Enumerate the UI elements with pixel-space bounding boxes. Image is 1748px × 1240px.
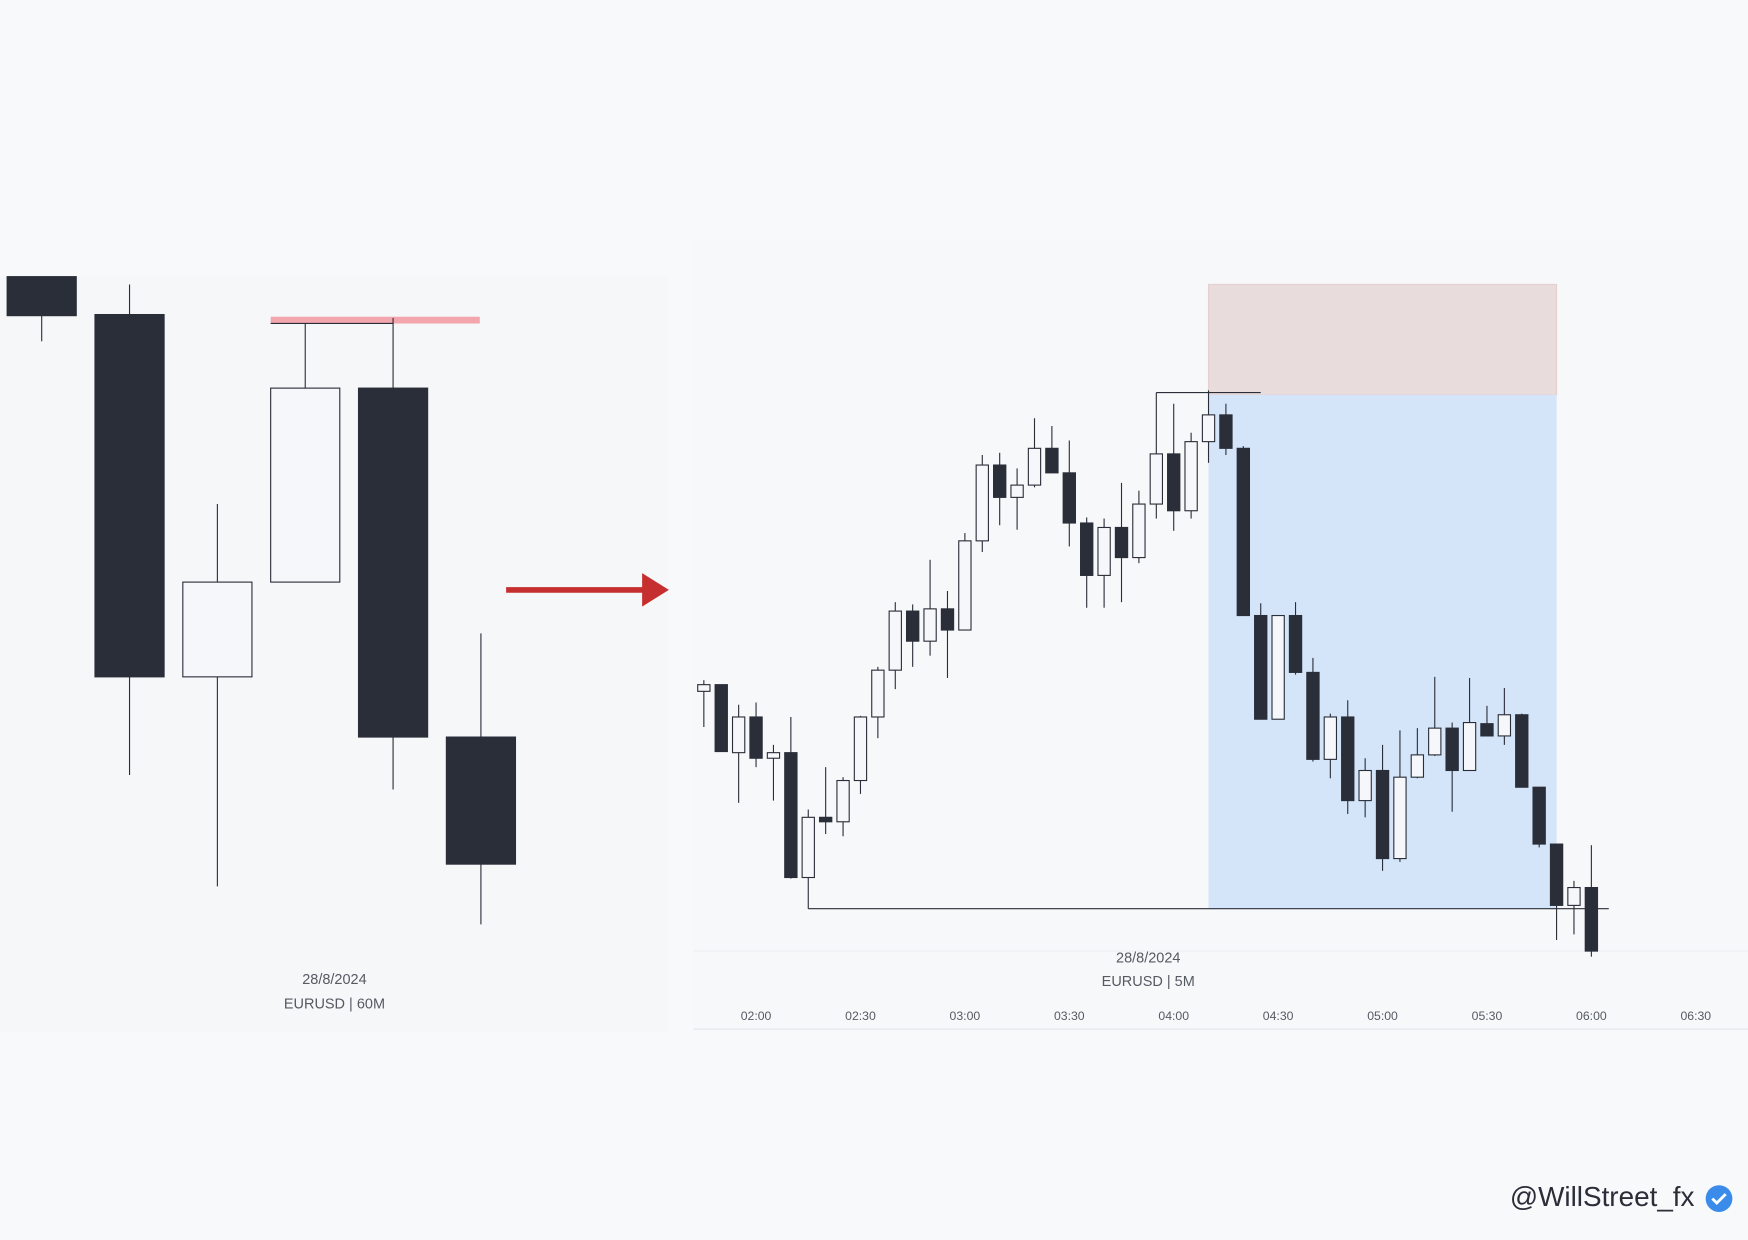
candle-body xyxy=(1428,727,1442,756)
candle-body xyxy=(1027,447,1042,486)
candle-body xyxy=(1045,447,1059,474)
candle-body xyxy=(1062,472,1076,524)
candle-body xyxy=(801,816,815,879)
x-tick-label: 03:00 xyxy=(950,1009,981,1023)
candle-body xyxy=(784,752,798,879)
candle-body xyxy=(923,608,937,642)
x-tick-label: 03:30 xyxy=(1054,1009,1085,1023)
candle-body xyxy=(1288,614,1303,673)
candle-body xyxy=(1462,722,1477,772)
candle-body xyxy=(1236,447,1251,617)
candle-body xyxy=(1410,754,1425,778)
candle-body xyxy=(1480,723,1494,737)
x-tick-label: 05:00 xyxy=(1367,1009,1398,1023)
candle-body xyxy=(1097,526,1111,576)
candle-body xyxy=(1306,671,1320,760)
verified-check xyxy=(1711,1193,1727,1206)
verified-badge xyxy=(1705,1185,1733,1212)
chart-symbol: EURUSD | 60M xyxy=(284,996,385,1012)
candle-body xyxy=(1497,714,1512,737)
candle-body xyxy=(1167,453,1181,512)
arrow-head xyxy=(642,573,669,607)
candle-body xyxy=(992,464,1007,498)
stop-zone xyxy=(1207,283,1558,396)
candle-body xyxy=(766,752,781,759)
watermark: @WillStreet_fx xyxy=(1510,1181,1695,1212)
candle-body xyxy=(749,716,763,759)
candle-body xyxy=(1254,614,1268,720)
candle-body xyxy=(1323,716,1338,760)
x-tick-label: 05:30 xyxy=(1472,1009,1503,1023)
candle-body xyxy=(1184,441,1198,512)
x-tick-label: 02:30 xyxy=(845,1009,876,1023)
candle-body xyxy=(1271,614,1285,720)
x-tick-label: 04:30 xyxy=(1263,1009,1294,1023)
candle-body xyxy=(853,716,868,782)
candle-body xyxy=(357,387,429,738)
candle-body xyxy=(1149,453,1164,505)
candle-body xyxy=(731,716,746,754)
x-tick-label: 02:00 xyxy=(741,1009,772,1023)
candle-body xyxy=(905,610,920,642)
candle-body xyxy=(1341,716,1355,802)
candle-body xyxy=(958,540,972,631)
candle-body xyxy=(1375,769,1390,860)
candle-body xyxy=(888,610,902,671)
chart-date: 28/8/2024 xyxy=(302,972,366,988)
x-tick-label: 06:00 xyxy=(1576,1009,1607,1023)
candle-body xyxy=(871,669,885,718)
candle-body xyxy=(836,779,850,823)
candle-body xyxy=(1532,786,1546,845)
candle-body xyxy=(1445,727,1459,772)
candle-body xyxy=(940,608,955,631)
candle-body xyxy=(975,464,989,542)
chart-symbol: EURUSD | 5M xyxy=(1102,974,1195,990)
candle-body xyxy=(1132,503,1146,559)
charts: 02:00 02:30 03:00 03:30 04:00 04:30 05:00 05:30… xyxy=(6,276,1711,1023)
candle-body xyxy=(1584,886,1599,952)
candle-body xyxy=(1358,769,1372,802)
candle-body xyxy=(1567,886,1581,906)
candle-body xyxy=(445,736,517,865)
candle-body xyxy=(1393,776,1407,860)
x-tick-label: 06:30 xyxy=(1680,1009,1711,1023)
candle-body xyxy=(1114,526,1129,559)
candle-body xyxy=(1549,843,1564,906)
candle-body xyxy=(270,387,341,583)
candle-body xyxy=(1201,414,1216,443)
chart-date: 28/8/2024 xyxy=(1116,951,1180,967)
x-tick-label: 04:00 xyxy=(1158,1009,1189,1023)
candle-body xyxy=(714,684,728,753)
candle-body xyxy=(182,581,253,678)
candle-body xyxy=(697,684,711,692)
candle-body xyxy=(1515,714,1529,788)
candle-body xyxy=(818,816,833,823)
candle-body xyxy=(1010,484,1024,498)
candle-body xyxy=(94,313,165,678)
candle-body xyxy=(1219,414,1233,449)
candle-body xyxy=(1080,522,1094,576)
candle-body xyxy=(6,276,77,317)
